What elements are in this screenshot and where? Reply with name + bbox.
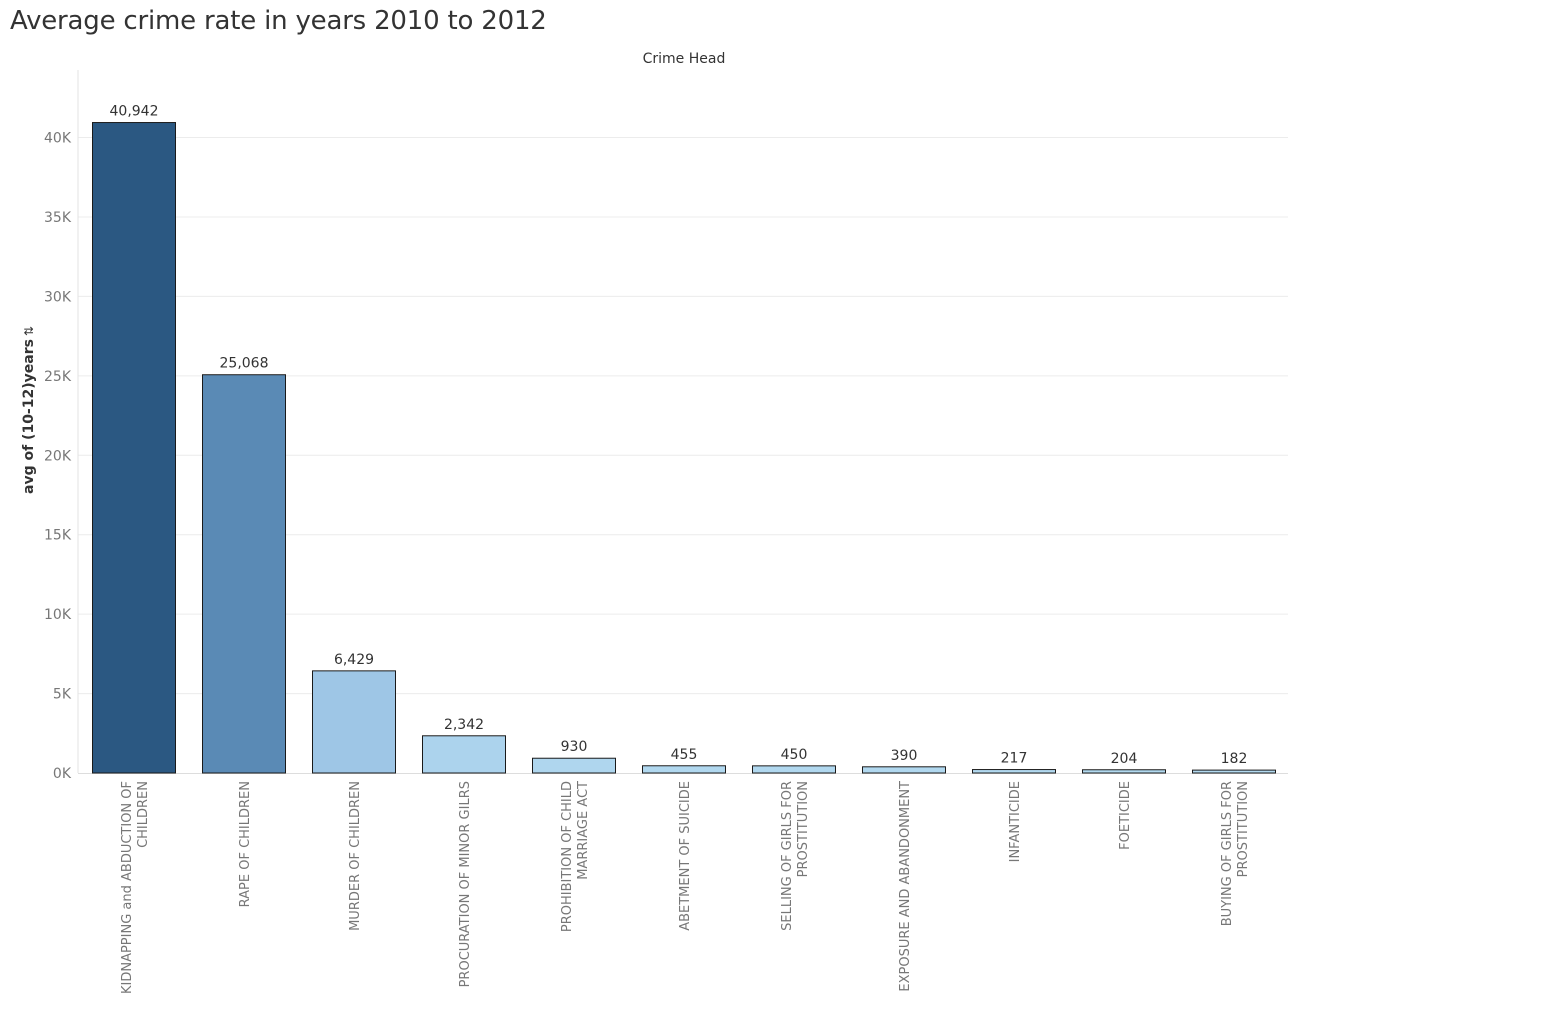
data-labels: 40,942 25,068 6,429 2,342 930 455 450 390 217 204… [110,104,1248,768]
x-category-label: ABETMENT OF SUICIDE [678,781,693,931]
bar[interactable] [642,765,726,774]
x-category-label: PROCURATION OF MINOR GILRS [458,781,473,987]
bar-value-label: 204 [1111,751,1138,767]
x-category-label: INFANTICIDE [1008,781,1023,862]
bar[interactable] [1082,769,1166,774]
x-category-label: PROHIBITION OF CHILD MARRIAGE ACT [560,781,591,932]
bar[interactable] [532,757,616,774]
y-tick-label: 20K [44,448,72,464]
x-category-label-line: BUYING OF GIRLS FOR [1220,781,1235,926]
x-category-label-line: MURDER OF CHILDREN [348,781,363,931]
x-category-label-line: PROHIBITION OF CHILD [560,781,575,932]
bar-value-label: 25,068 [220,356,269,372]
x-category-label-line: PROSTITUTION [1236,781,1251,877]
bar-value-label: 217 [1001,751,1028,767]
bar-value-label: 450 [781,747,808,763]
bar[interactable] [1192,769,1276,774]
bar-value-label: 455 [671,747,698,763]
x-axis-category-labels: KIDNAPPING and ABDUCTION OF CHILDREN RAPE … [120,781,1251,994]
bars [92,122,1276,774]
x-category-label-line: CHILDREN [136,781,151,848]
bar[interactable] [972,769,1056,774]
x-category-label-line: EXPOSURE AND ABANDONMENT [898,781,913,992]
x-category-label: FOETICIDE [1118,781,1133,850]
bar-value-label: 40,942 [110,104,159,120]
y-tick-label: 0K [53,766,72,782]
bar[interactable] [752,765,836,774]
bar[interactable] [312,670,396,774]
x-category-label-line: RAPE OF CHILDREN [238,781,253,907]
y-tick-label: 10K [44,607,72,623]
y-tick-label: 25K [44,369,72,385]
x-category-label: RAPE OF CHILDREN [238,781,253,907]
bar[interactable] [92,122,176,774]
bar-value-label: 6,429 [334,652,374,668]
x-category-label-line: PROCURATION OF MINOR GILRS [458,781,473,987]
x-category-label-line: PROSTITUTION [796,781,811,877]
x-category-label-line: SELLING OF GIRLS FOR [780,781,795,931]
x-category-label: EXPOSURE AND ABANDONMENT [898,781,913,992]
x-category-label-line: MARRIAGE ACT [576,781,591,880]
x-category-label-line: KIDNAPPING and ABDUCTION OF [120,781,135,994]
x-category-label-line: FOETICIDE [1118,781,1133,850]
x-category-label: KIDNAPPING and ABDUCTION OF CHILDREN [120,781,151,994]
x-category-label-line: ABETMENT OF SUICIDE [678,781,693,931]
y-tick-label: 15K [44,528,72,544]
bar-value-label: 182 [1221,751,1248,767]
y-tick-label: 35K [44,210,72,226]
bar[interactable] [862,766,946,774]
bar-value-label: 2,342 [444,717,484,733]
bar[interactable] [202,374,286,774]
column-header: Crime Head [642,51,726,67]
bar[interactable] [422,735,506,774]
x-category-label: MURDER OF CHILDREN [348,781,363,931]
y-tick-label: 30K [44,289,72,305]
x-category-label: SELLING OF GIRLS FOR PROSTITUTION [780,781,811,931]
bar-value-label: 930 [561,739,588,755]
y-tick-label: 5K [53,687,72,703]
bar-value-label: 390 [891,748,918,764]
x-category-label-line: INFANTICIDE [1008,781,1023,862]
chart-title: Average crime rate in years 2010 to 2012 [10,6,547,36]
y-tick-label: 40K [44,131,72,147]
x-category-label: BUYING OF GIRLS FOR PROSTITUTION [1220,781,1251,926]
